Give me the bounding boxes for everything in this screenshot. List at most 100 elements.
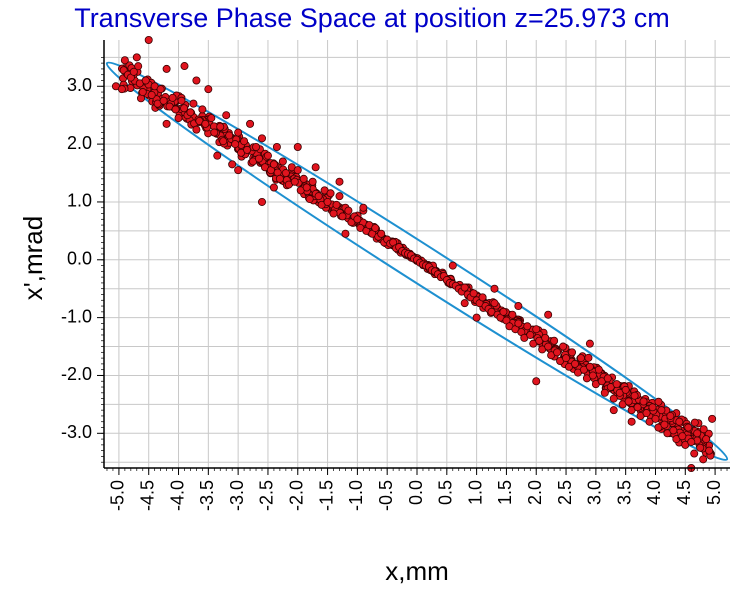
data-point [594, 365, 603, 374]
ellipse-outline [105, 61, 729, 461]
x-tick-label: -2.5 [257, 480, 277, 511]
data-point [189, 99, 198, 108]
x-tick-label: 4.0 [644, 480, 664, 505]
data-point [144, 36, 153, 45]
data-point [472, 313, 481, 322]
x-tick-label: 3.5 [614, 480, 634, 505]
data-point [180, 62, 189, 71]
data-point [234, 166, 243, 175]
data-point [371, 223, 380, 232]
data-point [231, 140, 240, 149]
data-point [568, 348, 577, 357]
data-point [198, 105, 207, 114]
x-tick-label: 5.0 [704, 480, 724, 505]
x-tick-label: -3.5 [197, 480, 217, 511]
data-point [255, 154, 264, 163]
data-point [257, 197, 266, 206]
y-tick-label: -3.0 [61, 422, 92, 442]
data-point [129, 67, 138, 76]
data-point [508, 310, 517, 319]
data-point [138, 88, 147, 97]
data-point [562, 354, 571, 363]
x-tick-label: 4.5 [674, 480, 694, 505]
y-tick-label: 1.0 [67, 191, 92, 211]
data-point [550, 336, 559, 345]
data-point [584, 353, 593, 362]
data-point [609, 406, 618, 415]
data-point [329, 209, 338, 218]
x-tick-label: 0.5 [436, 480, 456, 505]
data-point [341, 229, 350, 238]
data-point [177, 96, 186, 105]
data-point [639, 397, 648, 406]
data-point [633, 403, 642, 412]
data-point [234, 128, 243, 137]
data-point [585, 339, 594, 348]
data-point [699, 455, 708, 464]
data-point [514, 302, 523, 311]
y-axis-label: x',mrad [18, 216, 48, 300]
data-point [290, 177, 299, 186]
data-point [269, 160, 278, 169]
data-point [293, 166, 302, 175]
x-tick-label: 2.5 [555, 480, 575, 505]
data-point [660, 420, 669, 429]
data-point [314, 192, 323, 201]
data-point [192, 125, 201, 134]
data-point [541, 333, 550, 342]
data-point [669, 426, 678, 435]
y-tick-label: 0.0 [67, 249, 92, 269]
data-point [478, 293, 487, 302]
data-point [666, 411, 675, 420]
data-point [213, 151, 222, 160]
data-point [702, 435, 711, 444]
data-point [499, 307, 508, 316]
data-point [708, 414, 717, 423]
y-tick-label: -1.0 [61, 306, 92, 326]
data-point [299, 174, 308, 183]
data-point [630, 391, 639, 400]
data-point [648, 403, 657, 412]
x-tick-label: -4.0 [167, 480, 187, 511]
data-point [338, 212, 347, 221]
data-point [246, 119, 255, 128]
data-point [326, 189, 335, 198]
x-tick-label: 1.5 [495, 480, 515, 505]
data-point [585, 362, 594, 371]
data-point [228, 160, 237, 169]
x-tick-label: -0.5 [376, 480, 396, 511]
data-point [532, 325, 541, 334]
data-point [192, 76, 201, 85]
data-point [201, 119, 210, 128]
data-point [621, 385, 630, 394]
data-point [544, 342, 553, 351]
data-point [684, 423, 693, 432]
data-point [678, 432, 687, 441]
data-point [359, 203, 368, 212]
y-ticks: 3.0 2.0 1.0 0.0 -1.0 -2.0 -3.0 [61, 57, 104, 463]
data-point [460, 299, 469, 308]
data-point [675, 417, 684, 426]
data-point [168, 93, 177, 102]
data-point [162, 119, 171, 128]
data-point [490, 299, 499, 308]
x-tick-label: 0.0 [406, 480, 426, 505]
data-point [216, 122, 225, 131]
data-point [134, 62, 143, 71]
data-point [559, 342, 568, 351]
data-point [335, 177, 344, 186]
data-point [269, 183, 278, 192]
data-point [275, 174, 284, 183]
data-point [156, 85, 165, 94]
data-point [222, 111, 231, 120]
data-point [624, 397, 633, 406]
x-tick-label: 2.0 [525, 480, 545, 505]
data-point [526, 330, 535, 339]
data-point [210, 128, 219, 137]
data-point [690, 418, 699, 427]
x-tick-label: -1.5 [316, 480, 336, 511]
data-point [252, 142, 261, 151]
data-point [460, 283, 469, 292]
data-point [600, 388, 609, 397]
